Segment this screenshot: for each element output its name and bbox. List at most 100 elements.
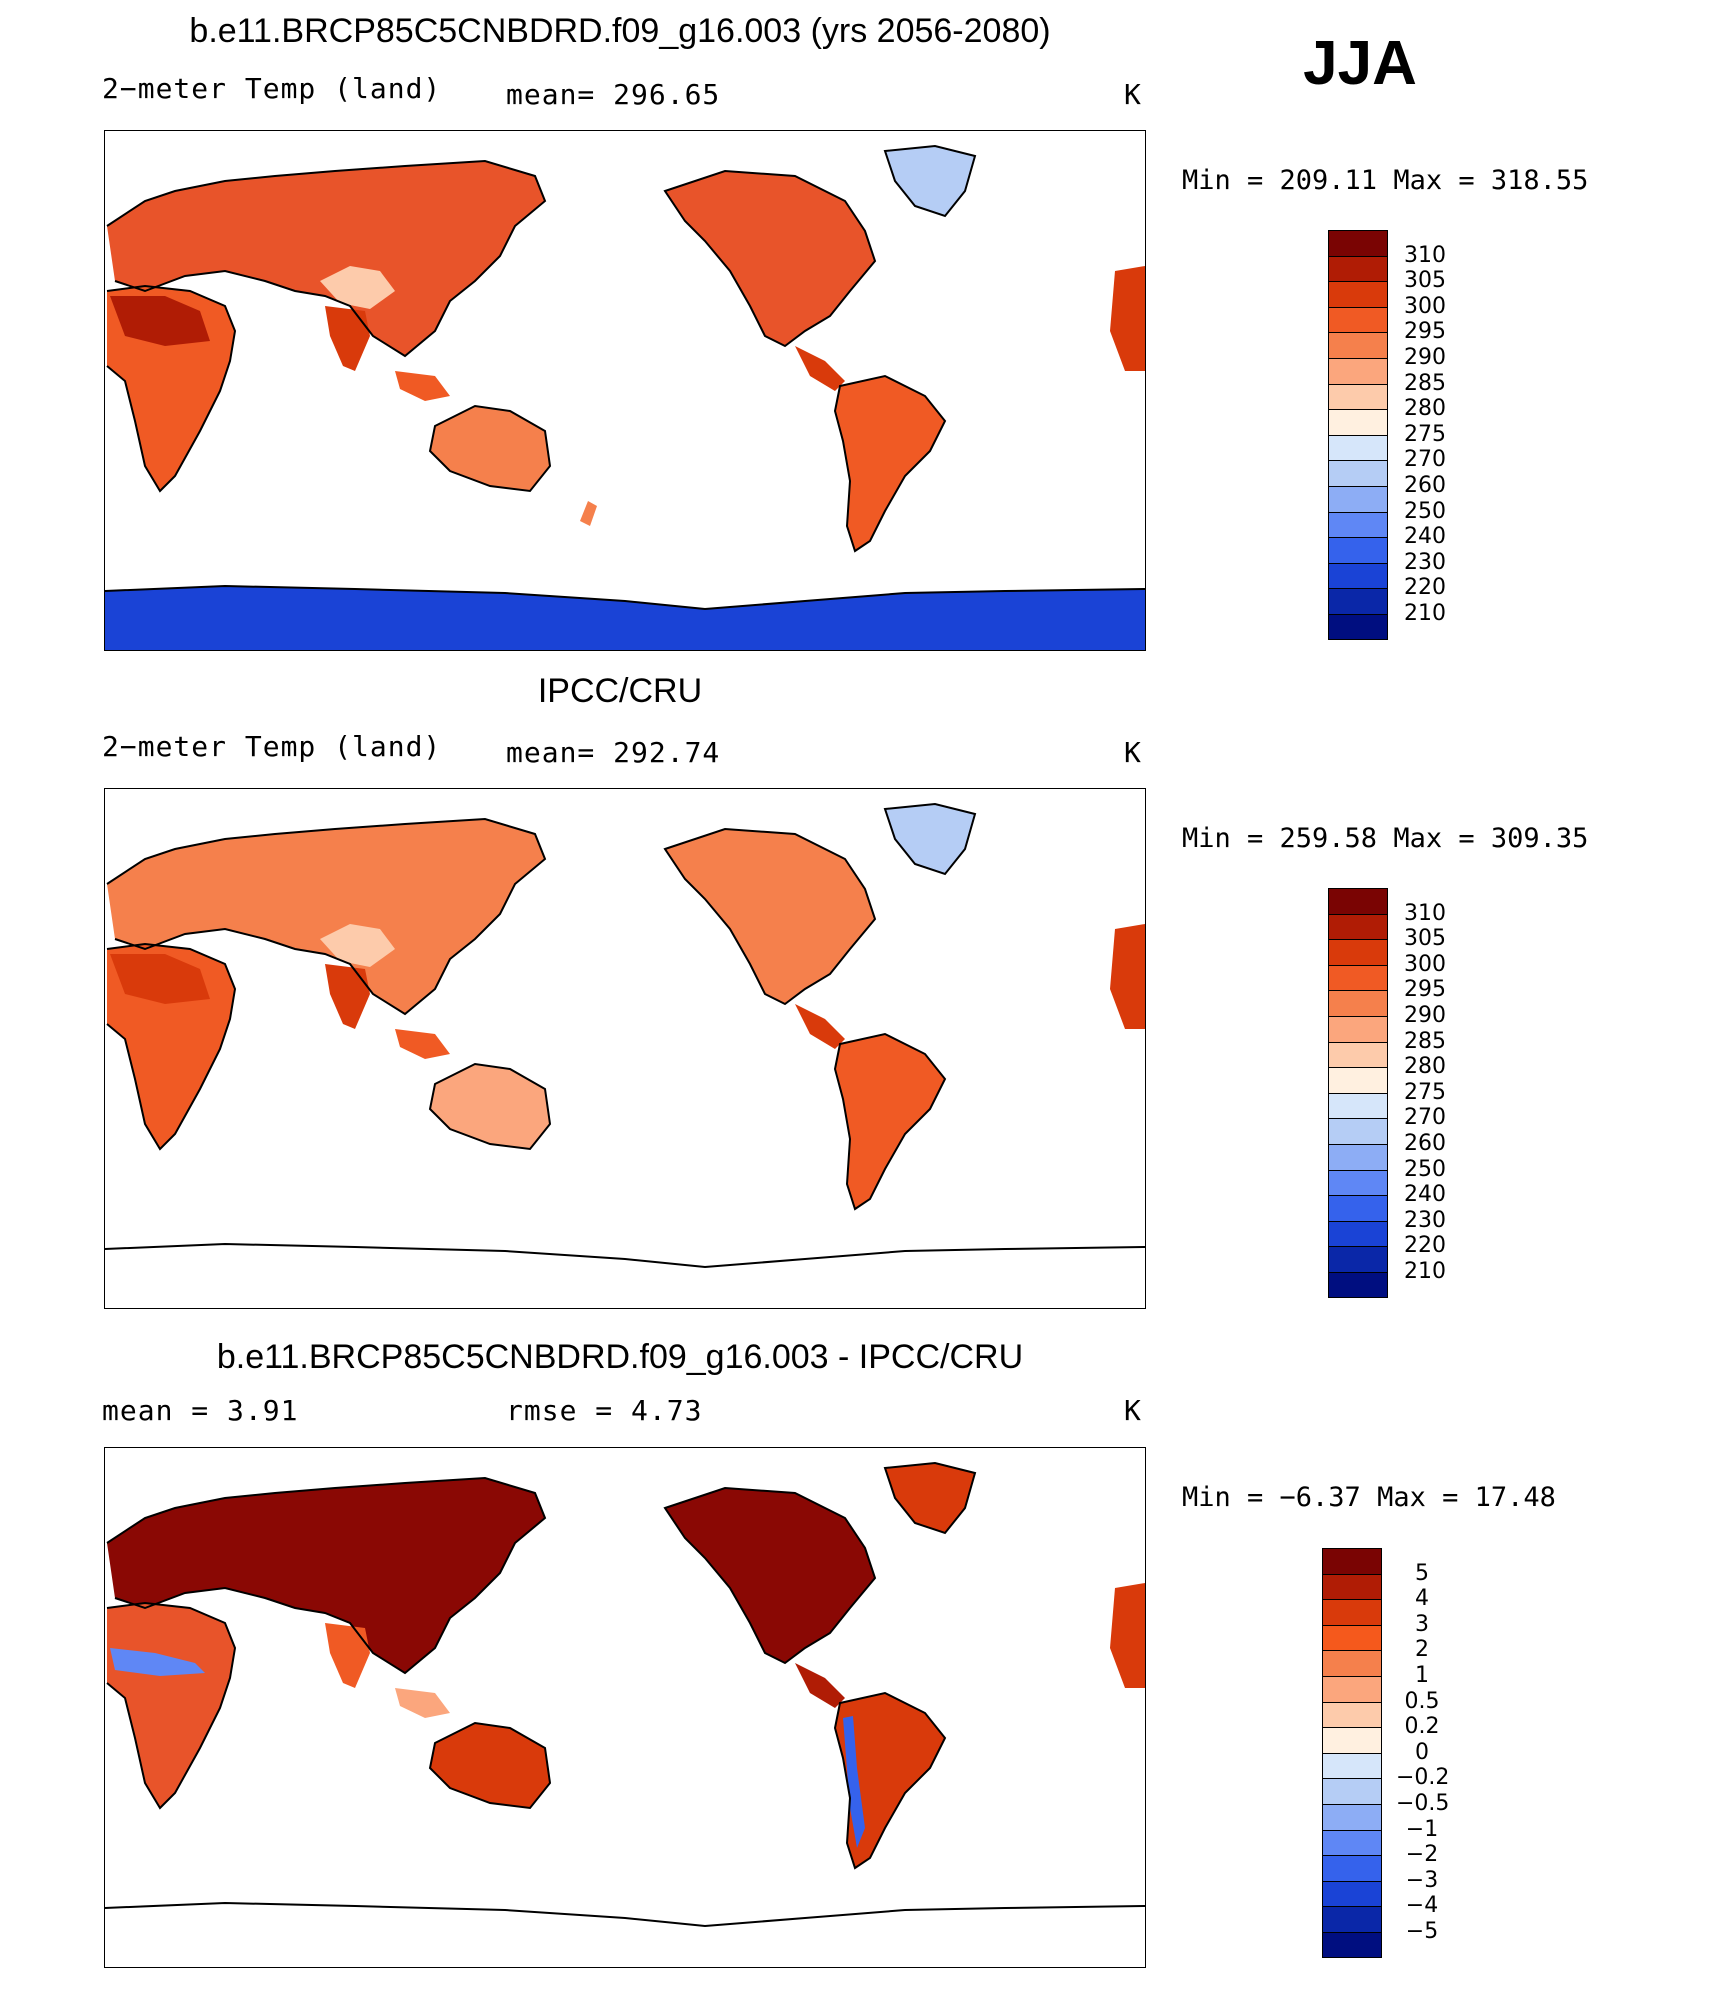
colorbar-tick-label: 275 — [1404, 1079, 1446, 1105]
panel2-units: K — [1124, 736, 1142, 769]
north-america-coast — [663, 169, 877, 348]
panel2-variable-label: 2−meter Temp (land) — [102, 730, 442, 763]
colorbar-tick-label: 2 — [1415, 1637, 1429, 1663]
colorbar-swatch — [1322, 1650, 1382, 1676]
colorbar-tick-label: 220 — [1404, 575, 1446, 601]
panel3-rmse: rmse = 4.73 — [506, 1394, 703, 1427]
panel3-minmax: Min = −6.37 Max = 17.48 — [1182, 1482, 1556, 1513]
colorbar-tick-label: 240 — [1404, 1182, 1446, 1208]
colorbar-tick-label: 295 — [1404, 977, 1446, 1003]
colorbar-swatch — [1322, 1599, 1382, 1625]
colorbar-frame — [1322, 1548, 1382, 1958]
colorbar-swatch — [1328, 939, 1388, 965]
south-america-coast — [833, 1691, 947, 1870]
colorbar-swatch — [1322, 1676, 1382, 1702]
colorbar-tick-label: 240 — [1404, 524, 1446, 550]
colorbar-tick-label: −1 — [1405, 1816, 1439, 1842]
colorbar-tick-label: 250 — [1404, 1156, 1446, 1182]
season-label: JJA — [1303, 29, 1417, 98]
colorbar-tick-label: 0.2 — [1404, 1714, 1440, 1740]
colorbar-swatch — [1322, 1624, 1382, 1651]
sahel-cool — [110, 1648, 205, 1676]
colorbar-swatch — [1328, 1272, 1388, 1298]
tibet-plateau — [320, 266, 395, 309]
colorbar-swatch — [1322, 1829, 1382, 1856]
colorbar-tick-label: 220 — [1404, 1233, 1446, 1259]
africa-coast — [106, 284, 237, 493]
colorbar-tick-label: 0.5 — [1404, 1688, 1440, 1714]
land-fill — [107, 1463, 1145, 1868]
antarctica-coast — [105, 1242, 1145, 1269]
colorbar-tick-label: 0 — [1415, 1739, 1429, 1765]
colorbar-tick-label: −4 — [1405, 1893, 1439, 1919]
central-america-land — [795, 1663, 845, 1708]
south-america-coast — [833, 374, 947, 553]
colorbar-tick-label: 3 — [1415, 1611, 1429, 1637]
colorbar-swatch — [1328, 511, 1388, 538]
colorbar-tick-label: 285 — [1404, 370, 1446, 396]
central-america-land — [795, 346, 845, 391]
north-america-land — [665, 171, 875, 346]
colorbar-swatch — [1328, 537, 1388, 563]
land-fill — [107, 804, 1145, 1209]
panel1-map-graphic — [105, 144, 1145, 650]
australia-coast — [428, 1721, 552, 1810]
colorbar-swatch — [1328, 588, 1388, 614]
colorbar-swatch — [1328, 486, 1388, 512]
colorbar-swatch — [1328, 1246, 1388, 1272]
greenland-coast — [883, 802, 977, 876]
panel1-map — [104, 130, 1146, 651]
india-land — [325, 306, 370, 371]
colorbar-swatch — [1328, 409, 1388, 435]
colorbar-swatch — [1328, 1220, 1388, 1247]
panel3-title: b.e11.BRCP85C5CNBDRD.f09_g16.003 - IPCC/… — [216, 1338, 1024, 1376]
colorbar-tick-label: 300 — [1404, 293, 1446, 319]
eurasia-coast — [106, 159, 547, 358]
west-africa-edge — [1110, 924, 1145, 1029]
colorbar-swatch — [1328, 614, 1388, 640]
panel3-map — [104, 1447, 1146, 1968]
panel1-title: b.e11.BRCP85C5CNBDRD.f09_g16.003 (yrs 20… — [189, 12, 1051, 50]
colorbar-frame — [1328, 888, 1388, 1298]
colorbar-tick-label: 230 — [1404, 1207, 1446, 1233]
colorbar-swatch — [1328, 1016, 1388, 1042]
colorbar-swatch — [1328, 383, 1388, 410]
colorbar-swatch — [1328, 1041, 1388, 1068]
colorbar-tick-label: 280 — [1404, 1054, 1446, 1080]
sahara-hot — [110, 296, 210, 346]
eurasia-land — [107, 819, 545, 1014]
colorbar-swatch — [1322, 1906, 1382, 1932]
west-africa-edge — [1110, 1583, 1145, 1688]
north-america-coast — [663, 827, 877, 1006]
colorbar-tick-label: −0.2 — [1396, 1765, 1450, 1791]
india-land — [325, 1623, 370, 1688]
colorbar-swatch — [1322, 1804, 1382, 1830]
colorbar-swatch — [1328, 281, 1388, 307]
panel3-mean: mean = 3.91 — [102, 1394, 299, 1427]
australia-land — [430, 1723, 550, 1808]
south-america-coast — [833, 1032, 947, 1211]
colorbar-swatch — [1322, 1855, 1382, 1881]
colorbar-swatch — [1322, 1778, 1382, 1804]
africa-coast — [106, 1601, 237, 1810]
newzealand-land — [580, 501, 597, 526]
colorbar-tick-label: 280 — [1404, 396, 1446, 422]
tibet-plateau — [320, 924, 395, 967]
colorbar-swatch — [1328, 562, 1388, 589]
north-america-land — [665, 829, 875, 1004]
eurasia-coast — [106, 817, 547, 1016]
colorbar-swatch — [1322, 1880, 1382, 1907]
colorbar-tick-label: −5 — [1405, 1919, 1439, 1944]
colorbar-tick-label: 310 — [1404, 242, 1446, 268]
colorbar-tick-label: 270 — [1404, 447, 1446, 473]
colorbar-tick-label: −3 — [1405, 1867, 1439, 1893]
colorbar-swatch — [1328, 1092, 1388, 1119]
colorbar-tick-label: −0.5 — [1396, 1791, 1450, 1816]
australia-coast — [428, 404, 552, 493]
colorbar-swatch — [1328, 1118, 1388, 1144]
andes-cool — [843, 1716, 865, 1848]
colorbar-swatch — [1328, 434, 1388, 461]
se-asia-islands — [395, 1029, 450, 1059]
greenland-coast — [883, 1461, 977, 1535]
land-fill — [105, 146, 1145, 650]
